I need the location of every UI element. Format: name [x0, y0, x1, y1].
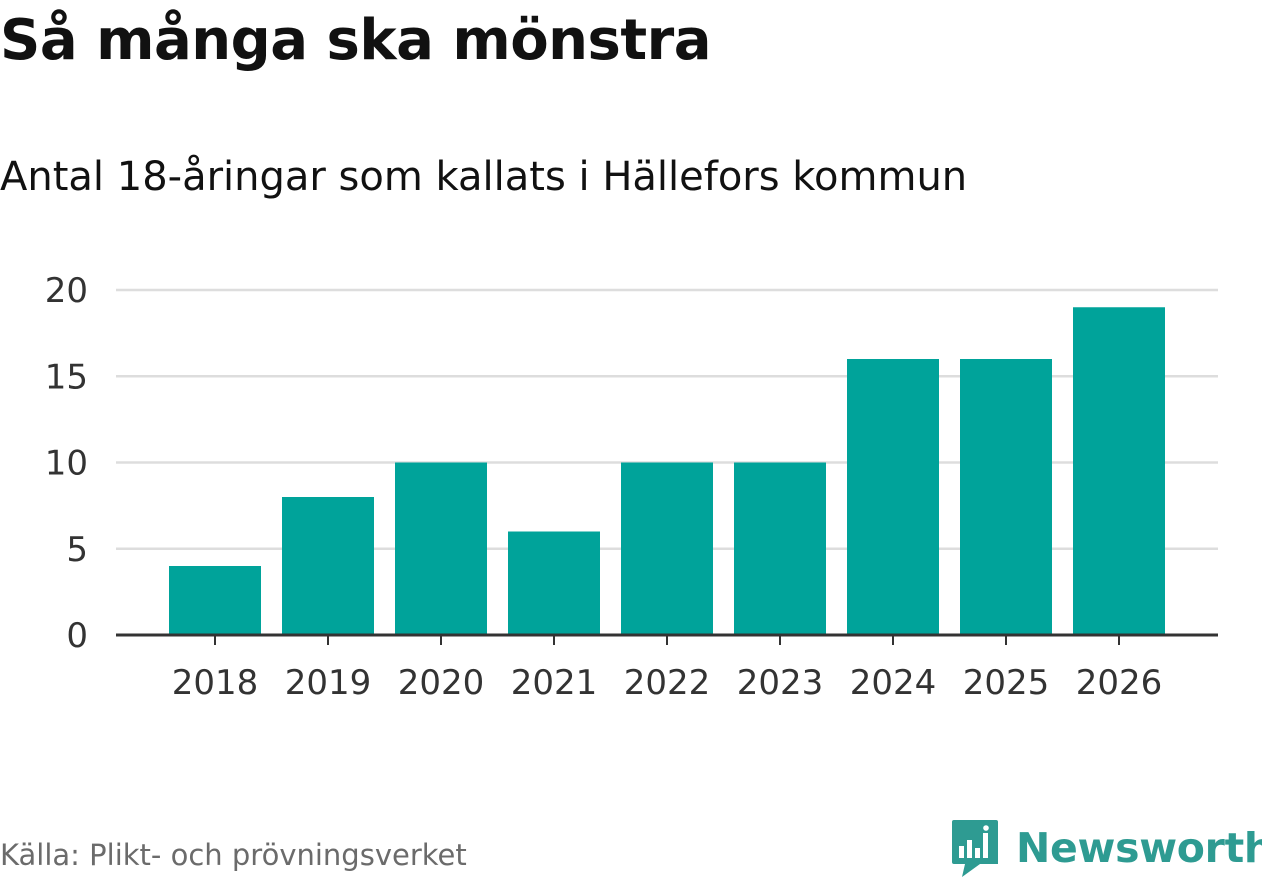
bar-2025 [960, 359, 1052, 635]
x-tick-label-2025: 2025 [963, 663, 1050, 703]
x-tick-label-2018: 2018 [172, 663, 259, 703]
bar-2019 [282, 497, 374, 635]
source-note: Källa: Plikt- och prövningsverket [0, 838, 467, 872]
y-tick-label-15: 15 [45, 357, 88, 397]
bar-2018 [169, 566, 261, 635]
chart-title: Så många ska mönstra [0, 8, 712, 73]
bar-2020 [395, 462, 487, 635]
x-tick-label-2021: 2021 [511, 663, 598, 703]
bars [169, 307, 1165, 635]
y-axis-ticks: 0 5 10 15 20 [45, 271, 88, 656]
chart-subtitle: Antal 18-åringar som kallats i Hällefors… [0, 154, 968, 200]
bar-2023 [734, 462, 826, 635]
x-tick-label-2020: 2020 [398, 663, 485, 703]
brand: Newsworthy [950, 818, 1262, 878]
x-tick-label-2023: 2023 [737, 663, 824, 703]
bar-2021 [508, 531, 600, 635]
x-tick-label-2026: 2026 [1076, 663, 1163, 703]
x-tick-label-2022: 2022 [624, 663, 711, 703]
bar-2026 [1073, 307, 1165, 635]
y-tick-label-0: 0 [66, 616, 88, 656]
bar-2024 [847, 359, 939, 635]
newsworthy-logo-icon [952, 820, 998, 877]
x-tick-label-2019: 2019 [285, 663, 372, 703]
y-tick-label-5: 5 [66, 530, 88, 570]
x-tick-label-2024: 2024 [850, 663, 937, 703]
y-tick-label-10: 10 [45, 444, 88, 484]
brand-name: Newsworthy [1016, 824, 1262, 872]
y-tick-label-20: 20 [45, 271, 88, 311]
bar-2022 [621, 462, 713, 635]
x-axis-ticks: 2018 2019 2020 2021 2022 2023 2024 2025 2026 [172, 635, 1163, 703]
